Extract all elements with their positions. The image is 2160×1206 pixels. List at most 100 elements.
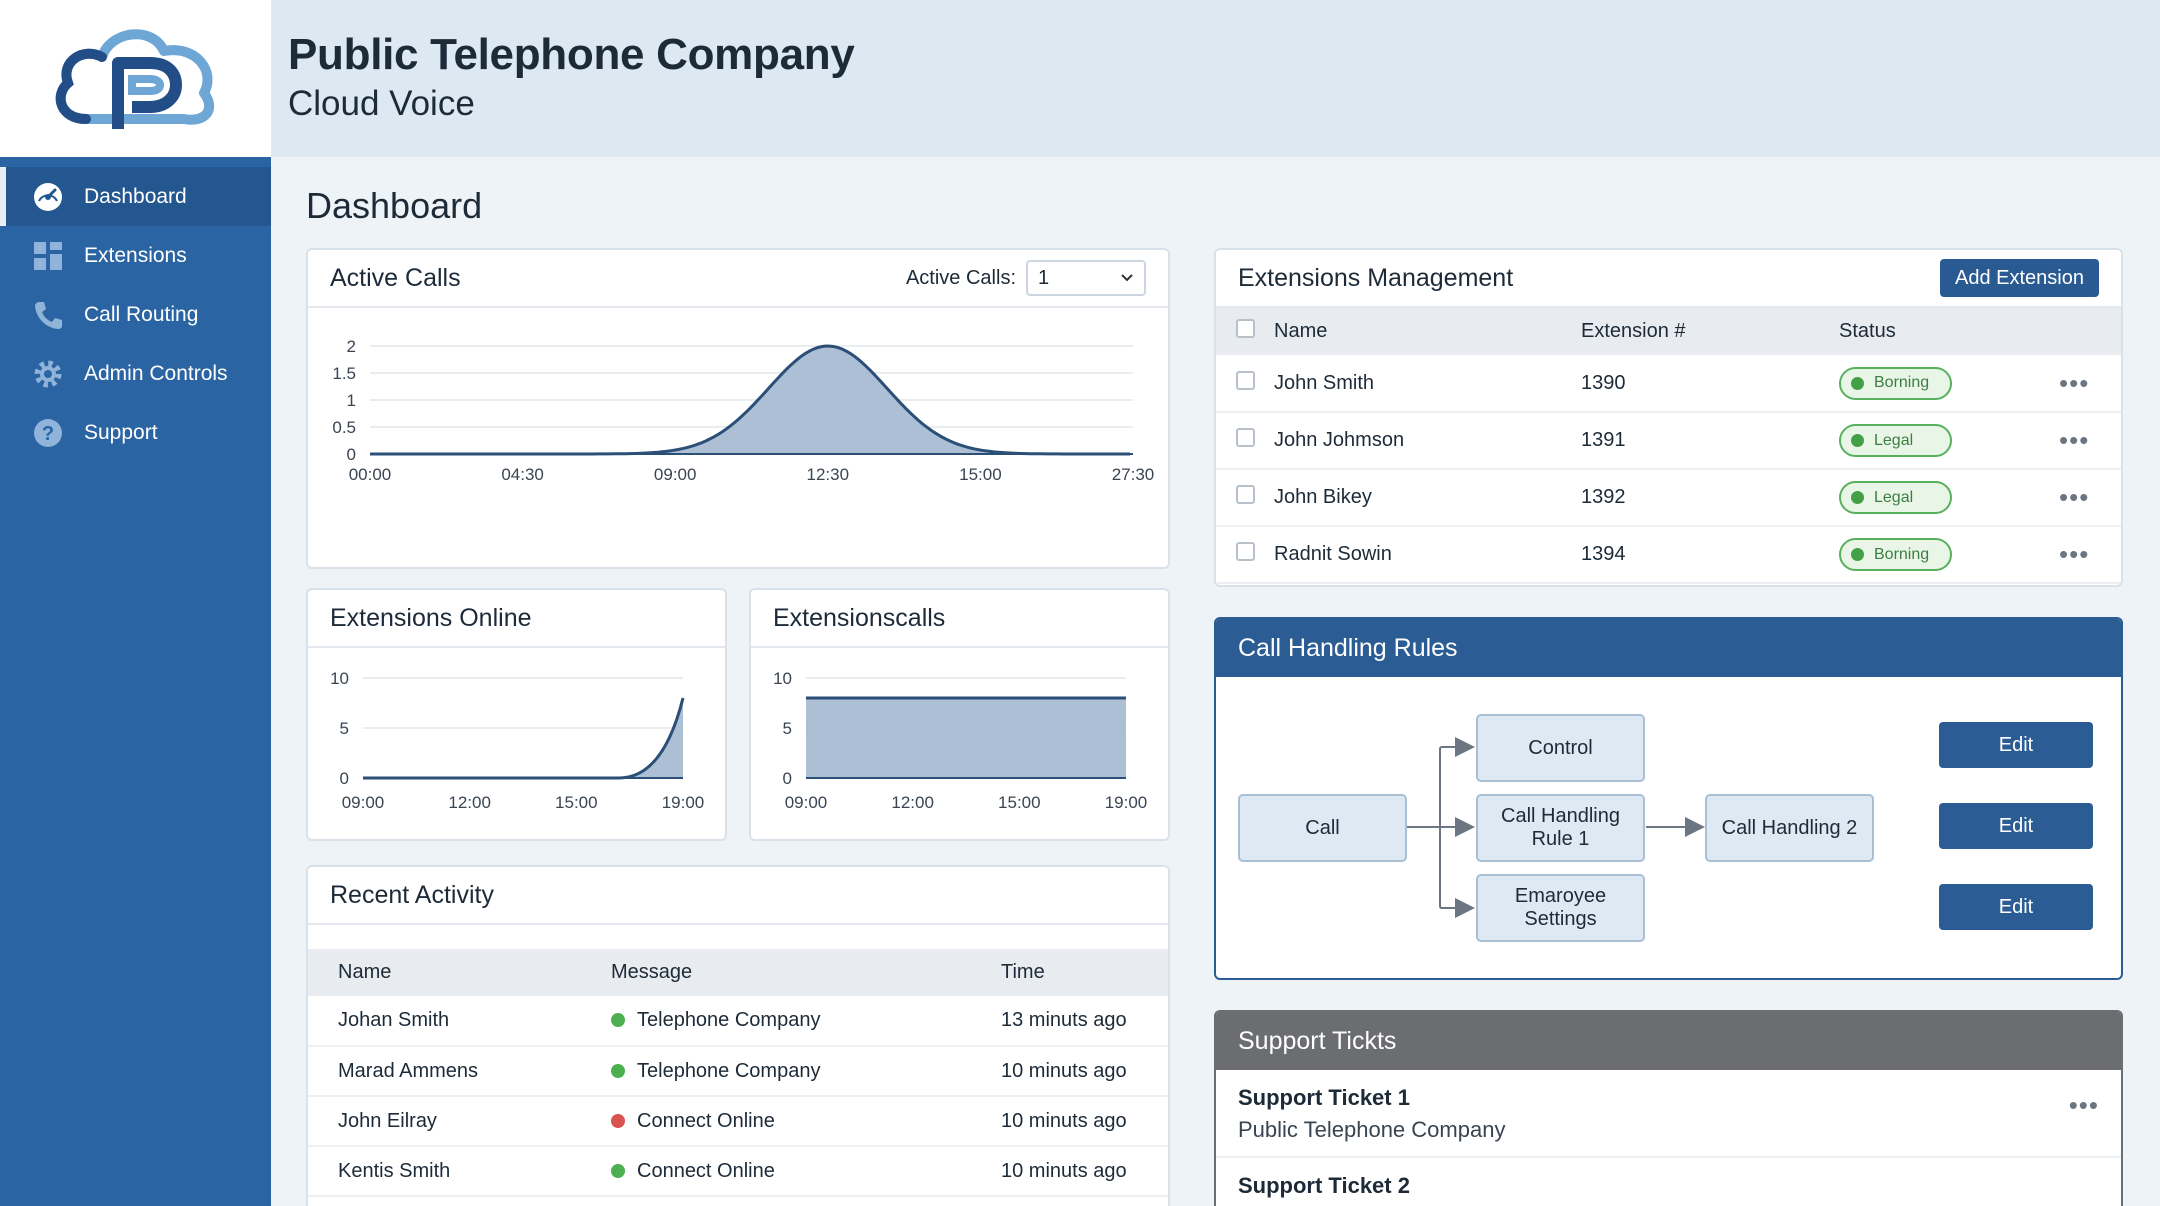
recent-activity-title: Recent Activity [330,880,494,909]
table-row[interactable]: Johan Smith Telephone Company 13 minuts … [308,996,1168,1047]
sidebar-item-call-routing[interactable]: Call Routing [0,285,271,344]
status-dot [611,1013,625,1027]
y-tick-label: 5 [783,719,792,738]
x-tick-label: 09:00 [342,793,385,812]
company-name: Public Telephone Company [288,30,855,79]
support-tickets-title: Support Tickts [1238,1026,1397,1055]
extensions-calls-panel: Extensionscalls 0 5 10 09:00 12:00 15:00 19:00 [749,588,1170,841]
activity-message: Telephone Company [637,1059,821,1082]
status-dot [611,1063,625,1078]
table-row[interactable]: Kentis Smith Connect Online 10 minuts ag… [308,1146,1168,1197]
svg-text:?: ? [42,423,54,445]
x-tick-label: 12:00 [891,793,934,812]
flow-node-call-handling-2[interactable]: Call Handling 2 [1705,794,1874,862]
support-ticket[interactable]: Support Ticket 1 Public Telephone Compan… [1216,1070,2121,1158]
active-calls-select[interactable]: 1 [1026,260,1146,296]
extension-number: 1391 [1581,412,1839,470]
status-label: Legal [1874,488,1914,506]
more-options-icon[interactable]: ••• [2059,482,2090,512]
sidebar-item-support[interactable]: ? Support [0,403,271,462]
sidebar-item-dashboard[interactable]: Dashboard [0,167,271,226]
flow-node-call[interactable]: Call [1238,794,1407,862]
more-options-icon[interactable]: ••• [2068,1090,2099,1120]
activity-message-cell: Connect Online [581,1096,971,1147]
activity-message-cell: Telephone Company [581,996,971,1047]
activity-message-cell: Connect Online [581,1146,971,1197]
status-dot [1851,376,1864,390]
table-row[interactable]: John Eilray Connect Online 10 minuts ago [308,1096,1168,1147]
column-header: Extension # [1581,308,1839,355]
sidebar-item-label: Admin Controls [84,361,228,385]
support-ticket[interactable]: Support Ticket 2 ••• [1216,1158,2121,1206]
support-tickets-panel: Support Tickts Support Ticket 1 Public T… [1214,1010,2123,1206]
page-title: Dashboard [306,185,483,226]
x-tick-label: 15:00 [998,793,1041,812]
more-options-icon[interactable]: ••• [2059,539,2090,569]
sidebar-item-admin-controls[interactable]: Admin Controls [0,344,271,403]
extensions-management-panel: Extensions Management Add Extension Name… [1214,248,2123,587]
status-badge: Borning [1839,538,1952,571]
column-header: Name [1274,308,1581,355]
x-tick-label: 15:00 [959,465,1002,484]
recent-activity-table: Name Message Time Johan Smith Telephone … [308,949,1168,1197]
extensions-online-title: Extensions Online [330,603,532,632]
sidebar-item-label: Call Routing [84,302,199,326]
more-options-icon[interactable]: ••• [2059,425,2090,455]
sidebar-item-extensions[interactable]: Extensions [0,226,271,285]
status-label: Borning [1874,545,1930,563]
status-dot [611,1163,625,1178]
row-checkbox[interactable] [1236,428,1255,447]
flow-node-employee-settings[interactable]: Emaroyee Settings [1476,874,1645,942]
edit-button[interactable]: Edit [1939,803,2093,849]
y-tick-label: 0 [347,445,356,464]
table-row[interactable]: John Bikey 1392 Legal ••• [1216,469,2121,527]
extension-name: John Johmson [1274,412,1581,470]
flow-node-call-handling-rule-1[interactable]: Call Handling Rule 1 [1476,794,1645,862]
more-options-icon[interactable]: ••• [2059,367,2090,398]
extensions-online-panel: Extensions Online 0 5 10 09:00 12:00 15:00 19:… [306,588,727,841]
phone-icon [32,299,64,331]
extensions-table: Name Extension # Status John Smith 1390 … [1216,308,2121,584]
edit-button[interactable]: Edit [1939,722,2093,768]
row-checkbox[interactable] [1236,370,1255,390]
app-header: Public Telephone Company Cloud Voice [271,0,2160,157]
call-handling-rules-panel: Call Handling Rules Call Control Call Ha… [1214,617,2123,980]
x-tick-label: 09:00 [785,793,828,812]
y-tick-label: 1.5 [332,364,356,383]
extension-number: 1390 [1581,355,1839,413]
table-row[interactable]: Radnit Sowin 1394 Borning ••• [1216,526,2121,584]
activity-time: 10 minuts ago [971,1146,1168,1197]
x-tick-label: 19:00 [662,793,705,812]
activity-message: Connect Online [637,1159,775,1182]
active-calls-select-value: 1 [1038,266,1050,289]
extensions-calls-title: Extensionscalls [773,603,946,632]
series-line [363,697,685,780]
dashboard-gauge-icon [32,181,64,213]
active-calls-title: Active Calls [330,263,461,292]
add-extension-button[interactable]: Add Extension [1940,259,2099,297]
more-options-icon[interactable]: ••• [2069,1196,2099,1206]
table-row[interactable]: Marad Ammens Telephone Company 10 minuts… [308,1046,1168,1097]
active-calls-chart: 0 0.5 1 1.5 2 00:00 04:30 09:00 12:30 15:00 27:30 [332,337,1154,484]
select-all-checkbox[interactable] [1236,319,1255,338]
table-row[interactable]: John Johmson 1391 Legal ••• [1216,412,2121,470]
status-badge: Legal [1839,424,1952,457]
extension-number: 1394 [1581,526,1839,584]
sidebar: Dashboard Extensions Call Routing Admin … [0,157,271,1206]
extensions-online-header: Extensions Online [308,590,725,648]
status-dot [1851,434,1864,447]
row-checkbox[interactable] [1236,485,1255,504]
call-handling-rules-title: Call Handling Rules [1238,633,1458,662]
y-tick-label: 10 [773,669,792,688]
flow-node-control[interactable]: Control [1476,714,1645,782]
column-header: Message [581,949,971,996]
recent-activity-header: Recent Activity [308,867,1168,925]
table-row[interactable]: John Smith 1390 Borning ••• [1216,355,2121,413]
extensions-calls-header: Extensionscalls [751,590,1168,648]
extensions-calls-chart: 0 5 10 09:00 12:00 15:00 19:00 [773,669,1147,812]
product-name: Cloud Voice [288,84,475,123]
activity-time: 10 minuts ago [971,1046,1168,1097]
row-checkbox[interactable] [1236,542,1255,561]
edit-button[interactable]: Edit [1939,884,2093,930]
status-badge: Borning [1839,366,1952,400]
